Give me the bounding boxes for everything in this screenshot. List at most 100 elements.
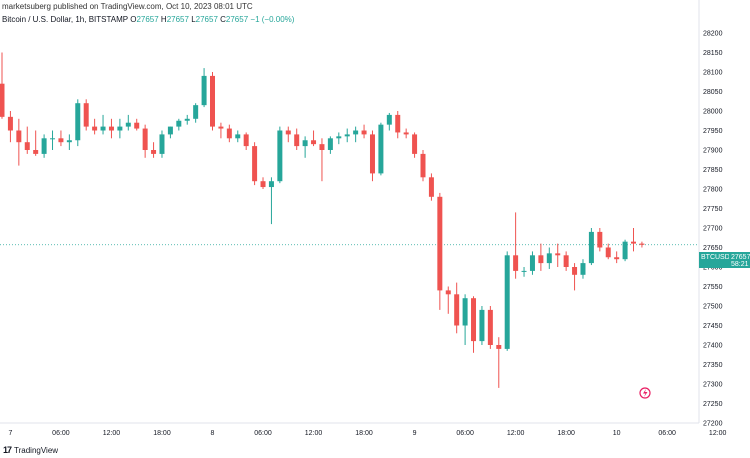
y-tick-label: 27700 bbox=[703, 226, 723, 233]
candle-body bbox=[193, 105, 199, 119]
price-badge-price: 27657 bbox=[731, 254, 750, 261]
candle bbox=[344, 128, 350, 143]
candle-body bbox=[588, 231, 594, 264]
candle-body bbox=[108, 126, 114, 131]
candle-body bbox=[134, 122, 140, 129]
candle bbox=[117, 118, 123, 139]
candle bbox=[361, 124, 367, 139]
candle-body bbox=[496, 345, 502, 349]
high-label: H bbox=[160, 15, 167, 24]
candle bbox=[92, 118, 98, 135]
candle-body bbox=[605, 247, 611, 258]
x-tick-label: 18:00 bbox=[355, 430, 373, 437]
candle-body bbox=[395, 114, 401, 133]
y-tick-label: 28200 bbox=[703, 31, 723, 38]
y-tick-label: 28100 bbox=[703, 70, 723, 77]
candle bbox=[487, 306, 493, 349]
candle bbox=[471, 296, 477, 353]
candle bbox=[24, 126, 30, 154]
price-badge: BTCUSD bbox=[699, 252, 730, 268]
candle bbox=[201, 68, 207, 108]
low-value: 27657 bbox=[195, 15, 218, 24]
candle-body bbox=[66, 140, 72, 143]
x-tick-label: 9 bbox=[413, 430, 417, 437]
candle-body bbox=[479, 309, 485, 342]
candle bbox=[311, 130, 317, 147]
candle-body bbox=[184, 118, 190, 121]
x-tick-label: 06:00 bbox=[254, 430, 272, 437]
candle bbox=[125, 114, 131, 131]
candle-body bbox=[445, 290, 451, 295]
candle bbox=[428, 173, 434, 201]
candle-body bbox=[639, 243, 645, 245]
price-badge-countdown: 58:21 bbox=[731, 261, 749, 268]
candle bbox=[386, 112, 392, 131]
candle-body bbox=[50, 138, 56, 140]
candle-body bbox=[378, 124, 384, 174]
candle bbox=[7, 111, 13, 143]
x-tick-label: 12:00 bbox=[305, 430, 323, 437]
candle bbox=[151, 142, 157, 158]
candle-body bbox=[16, 130, 22, 143]
y-tick-label: 27550 bbox=[703, 284, 723, 291]
price-badge-right: 27657 58:21 bbox=[729, 252, 750, 268]
y-tick-label: 27800 bbox=[703, 187, 723, 194]
x-tick-label: 18:00 bbox=[557, 430, 575, 437]
candle bbox=[462, 294, 468, 345]
candle-body bbox=[201, 75, 207, 106]
candle bbox=[75, 99, 81, 147]
y-tick-label: 27250 bbox=[703, 401, 723, 408]
candle bbox=[66, 134, 72, 150]
y-tick-label: 27950 bbox=[703, 128, 723, 135]
tradingview-logo-text: TradingView bbox=[14, 445, 59, 455]
candle bbox=[563, 251, 569, 271]
candle bbox=[58, 130, 64, 147]
y-tick-label: 28150 bbox=[703, 50, 723, 57]
candle bbox=[41, 134, 47, 158]
candle-body bbox=[336, 136, 342, 139]
candle bbox=[327, 136, 333, 154]
candle-body bbox=[504, 255, 510, 349]
candle-body bbox=[319, 144, 325, 150]
open-value: 27657 bbox=[136, 15, 159, 24]
candle bbox=[134, 118, 140, 131]
candle-body bbox=[471, 298, 477, 342]
candle bbox=[210, 72, 215, 131]
candle-body bbox=[529, 255, 535, 271]
candle bbox=[226, 124, 232, 143]
open-label: O bbox=[130, 15, 137, 24]
candle bbox=[437, 192, 443, 310]
candle-body bbox=[631, 241, 636, 244]
candle bbox=[588, 228, 594, 266]
candle bbox=[235, 130, 241, 143]
candle-body bbox=[521, 270, 527, 272]
candle bbox=[142, 124, 148, 158]
y-tick-label: 27500 bbox=[703, 304, 723, 311]
candle bbox=[218, 122, 224, 139]
candle-body bbox=[142, 128, 148, 150]
publisher-line: marketsuberg published on TradingView.co… bbox=[2, 2, 253, 11]
candle bbox=[412, 132, 418, 158]
candle bbox=[369, 130, 375, 182]
candle bbox=[395, 111, 401, 139]
symbol-name: Bitcoin / U.S. Dollar, 1h, BITSTAMP bbox=[2, 15, 128, 24]
x-tick-label: 06:00 bbox=[456, 430, 474, 437]
candle bbox=[639, 241, 645, 248]
high-value: 27657 bbox=[166, 15, 189, 24]
candle-body bbox=[294, 134, 300, 147]
candle bbox=[0, 52, 5, 119]
candle bbox=[614, 251, 620, 264]
candle-body bbox=[353, 130, 359, 135]
candle bbox=[336, 132, 342, 145]
candle bbox=[420, 150, 426, 182]
candle-body bbox=[176, 120, 182, 127]
candle bbox=[184, 114, 190, 125]
candle-body bbox=[260, 181, 266, 188]
candle bbox=[319, 138, 325, 182]
candle-body bbox=[555, 253, 561, 256]
lightning-icon[interactable] bbox=[639, 387, 651, 399]
candle bbox=[529, 251, 535, 275]
y-tick-label: 27300 bbox=[703, 382, 723, 389]
x-tick-label: 10 bbox=[613, 430, 621, 437]
